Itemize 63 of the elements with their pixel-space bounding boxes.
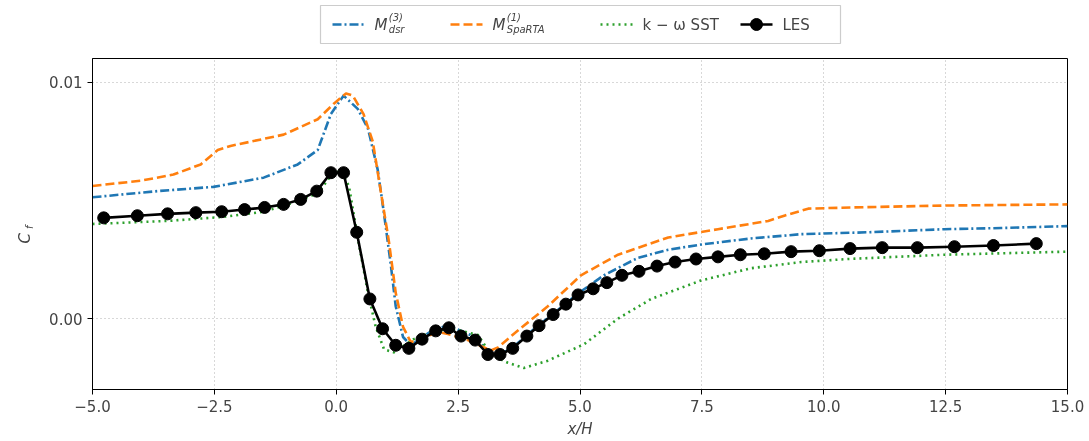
x-tick-label: −5.0 [74, 397, 111, 416]
point [520, 329, 534, 343]
point [389, 338, 403, 352]
point [875, 241, 889, 255]
point [258, 200, 272, 214]
x-axis-title: x/H [566, 419, 593, 438]
point [324, 166, 338, 180]
point [294, 192, 308, 206]
x-tick-label: 15.0 [1050, 397, 1085, 416]
point [310, 184, 324, 198]
point [415, 332, 429, 346]
point [189, 206, 203, 220]
point [546, 308, 560, 322]
point [571, 288, 585, 302]
point [615, 268, 629, 282]
point [402, 341, 416, 355]
point [910, 241, 924, 255]
x-tick-label: 12.5 [928, 397, 963, 416]
point [689, 252, 703, 266]
x-tick-label: 0.0 [324, 397, 349, 416]
point [238, 203, 252, 217]
point [986, 239, 1000, 252]
point [784, 245, 798, 259]
point [161, 207, 175, 221]
point [215, 205, 229, 219]
point [559, 297, 573, 311]
x-tick-label: 10.0 [807, 397, 841, 416]
point [481, 348, 495, 361]
point [350, 225, 364, 239]
x-tick-label: −2.5 [196, 397, 233, 416]
point [650, 259, 664, 273]
legend-label: k − ω SST [642, 15, 720, 34]
point [442, 321, 456, 335]
point [454, 329, 468, 343]
y-tick-label: 0.01 [49, 74, 83, 93]
y-tick-label: 0.00 [49, 310, 83, 329]
point [468, 333, 482, 347]
point [97, 211, 111, 225]
point [733, 248, 747, 262]
x-tick-label: 5.0 [568, 397, 592, 416]
point [532, 319, 546, 333]
x-tick-label: 2.5 [446, 397, 471, 416]
point [711, 250, 725, 264]
point [586, 282, 600, 296]
point [1029, 237, 1043, 251]
point [506, 341, 520, 355]
point [600, 276, 614, 290]
point [376, 322, 390, 336]
point [632, 264, 646, 278]
point [363, 292, 377, 306]
point [429, 324, 443, 338]
point [947, 240, 961, 254]
point [668, 255, 682, 269]
point [843, 242, 857, 256]
point [493, 348, 507, 361]
y-axis-title: Cf [15, 224, 36, 244]
x-tick-label: 7.5 [689, 397, 714, 416]
point [130, 209, 144, 223]
point [812, 244, 826, 258]
point [277, 197, 291, 211]
legend-label: LES [782, 15, 810, 34]
point [337, 166, 351, 180]
point [757, 247, 771, 261]
